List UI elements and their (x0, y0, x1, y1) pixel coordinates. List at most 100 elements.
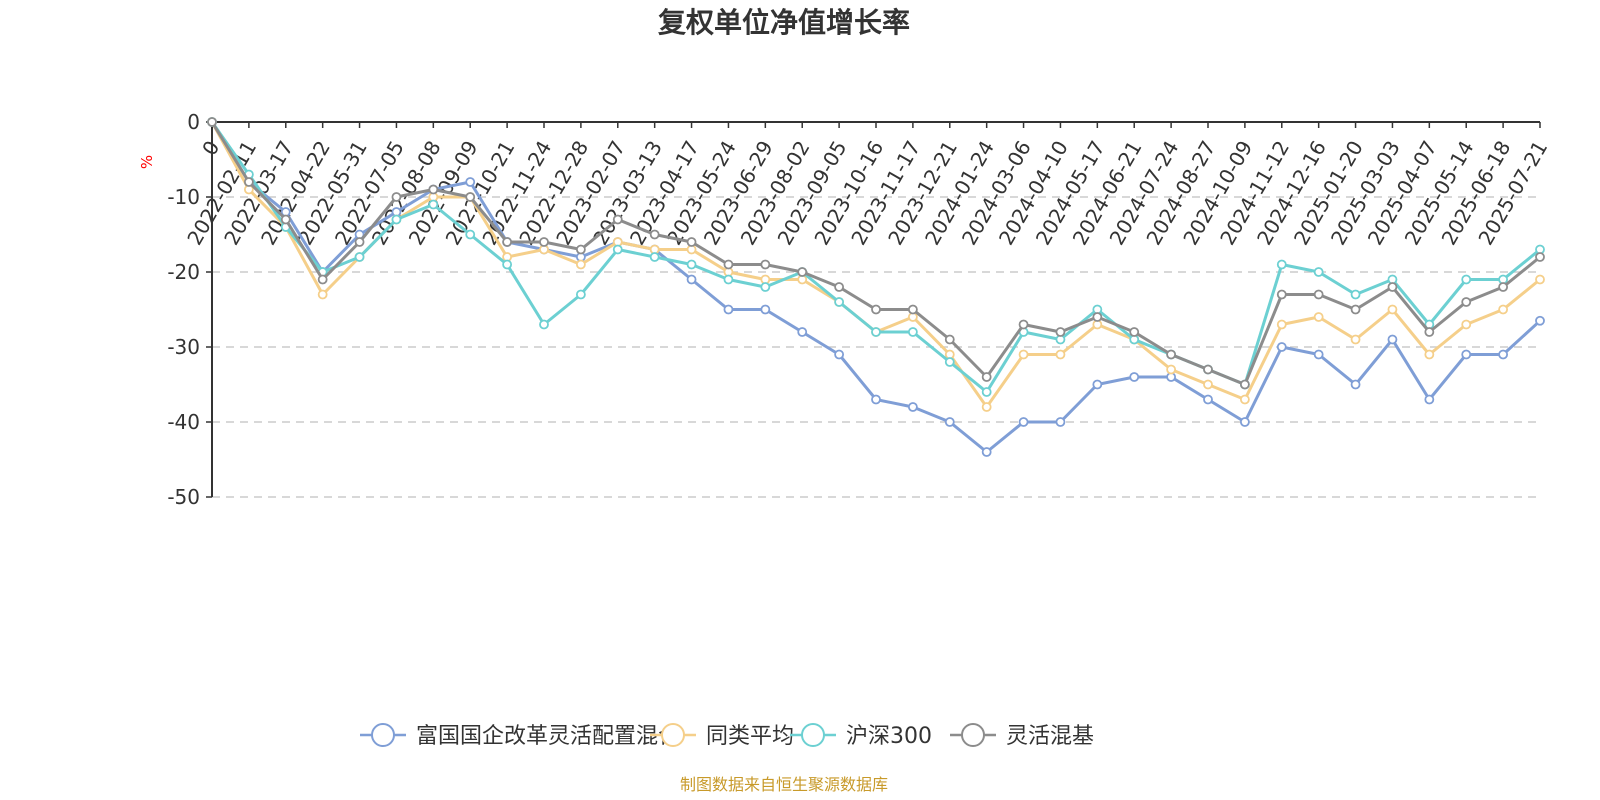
data-point (649, 229, 660, 240)
data-point (502, 259, 513, 270)
data-point (649, 252, 660, 262)
data-point (1018, 417, 1029, 427)
data-point (1350, 304, 1361, 315)
data-point (1498, 304, 1509, 315)
data-point (723, 274, 734, 285)
data-point (1424, 327, 1435, 337)
data-point (1276, 319, 1287, 330)
data-point (981, 387, 992, 397)
data-point (723, 304, 734, 315)
data-point (723, 259, 734, 270)
data-point (1350, 379, 1361, 390)
legend-label: 沪深300 (846, 724, 932, 749)
data-point (1535, 315, 1545, 326)
legend[interactable]: 富国国企改革灵活配置混合 同类平均 沪深300 灵活混基 (360, 723, 1094, 749)
data-point (1129, 327, 1140, 337)
data-point (686, 237, 697, 247)
y-tick-label: -30 (167, 335, 200, 359)
data-point (354, 237, 365, 247)
series-3 (207, 117, 1545, 397)
data-point (539, 319, 549, 330)
data-point (1461, 297, 1472, 307)
data-point (760, 304, 771, 315)
data-point (834, 349, 845, 360)
legend-item[interactable]: 灵活混基 (950, 723, 1094, 749)
legend-item[interactable]: 富国国企改革灵活配置混合 (360, 723, 680, 749)
data-point (465, 229, 476, 240)
data-point (1387, 334, 1398, 345)
data-point (1461, 319, 1472, 330)
data-point (575, 244, 586, 255)
data-point (354, 252, 365, 262)
data-point (539, 237, 549, 247)
data-point (1461, 349, 1472, 360)
data-point (317, 274, 328, 285)
data-point (1203, 379, 1213, 390)
legend-label: 同类平均 (706, 724, 794, 749)
data-point (1055, 327, 1066, 337)
data-point (243, 177, 254, 187)
data-point (981, 402, 992, 412)
data-point (871, 394, 881, 405)
legend-marker-icon (661, 723, 685, 747)
data-point (760, 259, 771, 270)
data-point (391, 214, 402, 225)
data-point (1239, 417, 1250, 427)
data-point (280, 214, 291, 225)
data-point (1276, 259, 1287, 270)
data-point (1350, 289, 1361, 300)
data-point (871, 304, 881, 315)
data-point (428, 184, 439, 195)
data-point (1203, 394, 1213, 405)
data-point (944, 334, 955, 345)
legend-item[interactable]: 沪深300 (790, 723, 932, 749)
legend-marker-icon (961, 723, 985, 747)
data-point (612, 214, 623, 225)
data-point (797, 327, 808, 337)
data-point (907, 402, 918, 412)
legend-label: 灵活混基 (1006, 724, 1094, 749)
data-point (575, 259, 586, 270)
data-point (1018, 319, 1029, 330)
data-point (1276, 289, 1287, 300)
chart-title: 复权单位净值增长率 (658, 6, 910, 39)
y-axis-unit: % (138, 155, 156, 169)
series-4 (207, 117, 1545, 390)
data-point (465, 192, 476, 202)
data-point (1424, 349, 1435, 360)
data-point (1239, 394, 1250, 405)
data-point (907, 304, 918, 315)
data-point (207, 117, 217, 127)
data-point (1387, 282, 1398, 292)
data-point (981, 447, 992, 457)
data-point (502, 237, 513, 247)
data-point (871, 327, 881, 337)
data-point (1535, 274, 1545, 285)
data-point (1055, 417, 1066, 427)
data-point (391, 192, 402, 202)
legend-item[interactable]: 同类平均 (650, 723, 794, 749)
data-point (1313, 267, 1324, 277)
data-point (1313, 312, 1324, 322)
data-point (760, 282, 771, 292)
series-layer (207, 117, 1545, 457)
y-tick-label: -10 (167, 185, 200, 209)
data-point (465, 177, 476, 187)
data-point (1461, 274, 1472, 285)
data-point (575, 289, 586, 300)
y-tick-label: 0 (187, 110, 200, 134)
data-point (1276, 342, 1287, 352)
data-point (907, 327, 918, 337)
data-point (1092, 312, 1103, 322)
data-point (1129, 372, 1140, 382)
data-point (428, 199, 439, 210)
data-point (317, 289, 328, 300)
data-point (612, 244, 623, 255)
data-point (1350, 334, 1361, 345)
data-point (1498, 282, 1509, 292)
source-note: 制图数据来自恒生聚源数据库 (680, 775, 888, 794)
data-point (1313, 349, 1324, 360)
data-point (981, 372, 992, 382)
y-tick-label: -20 (167, 260, 200, 284)
